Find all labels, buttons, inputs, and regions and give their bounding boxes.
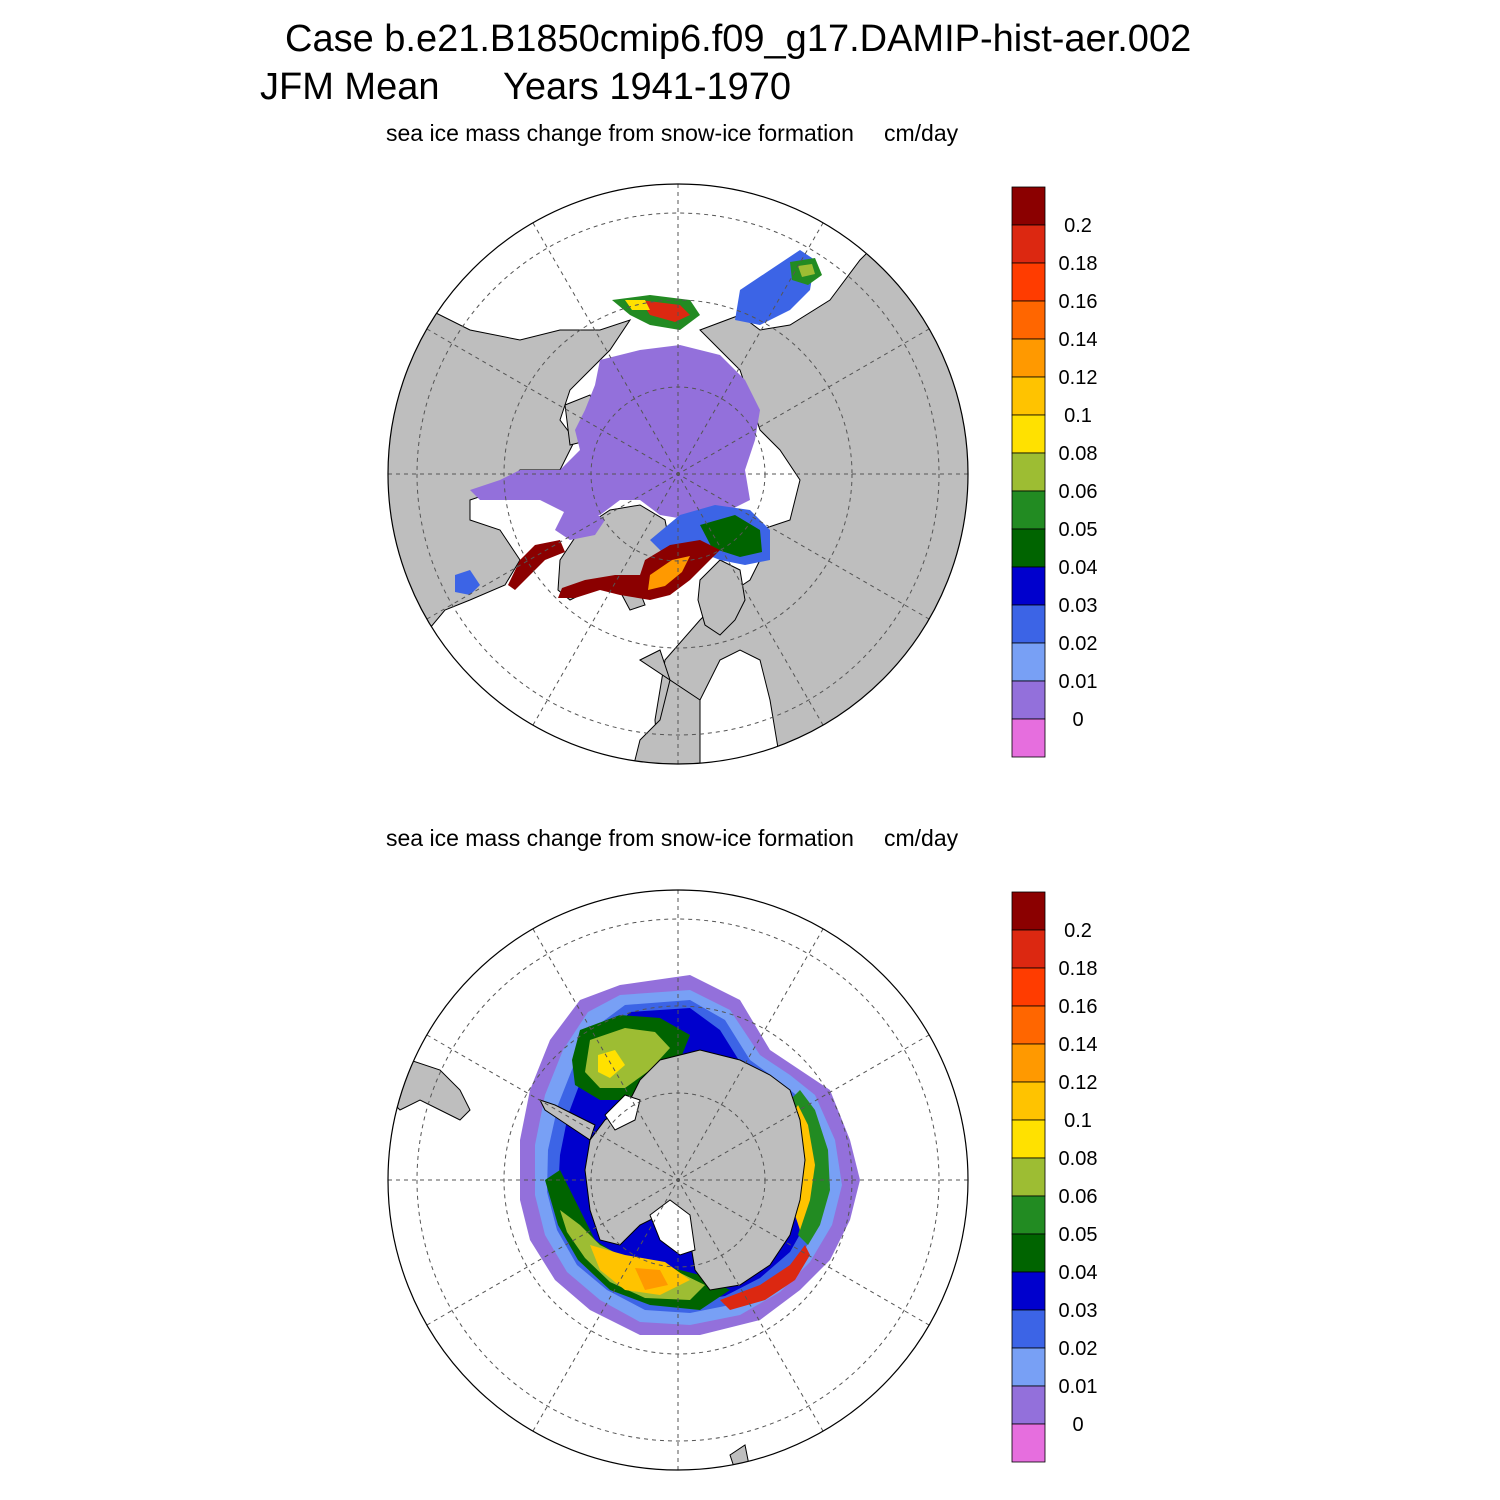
north-colorbar-label-4: 0.12: [1059, 367, 1098, 389]
north-colorbar-box-11: [1011, 604, 1046, 644]
north-colorbar-label-2: 0.16: [1059, 291, 1098, 313]
figure-title-years: Years 1941-1970: [503, 66, 792, 108]
north-colorbar-box-0: [1011, 186, 1046, 226]
south-colorbar-box-6: [1011, 1119, 1046, 1159]
north-colorbar-box-5: [1011, 376, 1046, 416]
south-colorbar-box-11: [1011, 1309, 1046, 1349]
north-colorbar-box-3: [1011, 300, 1046, 340]
south-colorbar-label-0: 0.2: [1064, 920, 1092, 942]
north-graticule: [388, 184, 968, 764]
north-colorbar-box-14: [1011, 718, 1046, 758]
north-ice-baffin-purple: [555, 510, 605, 540]
north-colorbar-box-13: [1011, 680, 1046, 720]
north-land-europe-south: [629, 649, 701, 764]
south-colorbar-box-5: [1011, 1081, 1046, 1121]
north-colorbar-box-4: [1011, 338, 1046, 378]
north-colorbar-label-7: 0.06: [1059, 481, 1098, 503]
south-colorbar-label-12: 0.01: [1059, 1376, 1098, 1398]
south-colorbar-label-2: 0.16: [1059, 996, 1098, 1018]
south-ice-east-coast-green: [790, 1090, 830, 1245]
south-colorbar-label-9: 0.04: [1059, 1262, 1098, 1284]
north-colorbar-label-13: 0: [1072, 709, 1083, 731]
north-colorbar-box-10: [1011, 566, 1046, 606]
south-colorbar-label-5: 0.1: [1064, 1110, 1092, 1132]
south-colorbar-label-8: 0.05: [1059, 1224, 1098, 1246]
south-ice-weddell-yellow: [598, 1050, 625, 1078]
south-colorbar-box-7: [1011, 1157, 1046, 1197]
figure-title-case: Case b.e21.B1850cmip6.f09_g17.DAMIP-hist…: [285, 18, 1192, 60]
north-polar-map: [387, 183, 969, 765]
south-ice-ross-orange: [635, 1268, 668, 1290]
figure-title-period: JFM Mean: [260, 66, 440, 108]
south-panel-title: sea ice mass change from snow-ice format…: [386, 825, 854, 851]
north-ice-greenland-sea: [558, 540, 720, 600]
north-colorbar-label-0: 0.2: [1064, 215, 1092, 237]
south-colorbar-box-10: [1011, 1271, 1046, 1311]
south-colorbar-label-11: 0.02: [1059, 1338, 1098, 1360]
south-colorbar-box-14: [1011, 1423, 1046, 1463]
north-colorbar-box-7: [1011, 452, 1046, 492]
north-colorbar-box-6: [1011, 414, 1046, 454]
north-colorbar-label-3: 0.14: [1059, 329, 1098, 351]
north-land-scandinavia: [697, 559, 746, 636]
south-colorbar-label-10: 0.03: [1059, 1300, 1098, 1322]
south-land-antarctica: [584, 1049, 806, 1291]
south-colorbar-box-13: [1011, 1385, 1046, 1425]
north-colorbar-label-5: 0.1: [1064, 405, 1092, 427]
south-colorbar-box-9: [1011, 1233, 1046, 1273]
south-colorbar-label-3: 0.14: [1059, 1034, 1098, 1056]
north-colorbar-label-10: 0.03: [1059, 595, 1098, 617]
north-panel-title: sea ice mass change from snow-ice format…: [386, 120, 854, 146]
north-colorbar: 0.2 0.18 0.16 0.14 0.12 0.1 0.08 0.06 0.05 0.04 0.…: [1011, 186, 1098, 758]
north-colorbar-label-1: 0.18: [1059, 253, 1098, 275]
north-ice-labrador: [508, 540, 565, 590]
north-colorbar-box-1: [1011, 224, 1046, 264]
north-colorbar-label-11: 0.02: [1059, 633, 1098, 655]
north-colorbar-label-9: 0.04: [1059, 557, 1098, 579]
north-ice-greenland-sea-orange: [648, 556, 690, 590]
north-ice-central-arctic: [470, 345, 760, 520]
north-ice-bering-yellow: [798, 264, 815, 277]
north-colorbar-label-12: 0.01: [1059, 671, 1098, 693]
south-ice-shelf-ross: [649, 1199, 696, 1256]
north-colorbar-box-9: [1011, 528, 1046, 568]
south-colorbar-label-13: 0: [1072, 1414, 1083, 1436]
south-colorbar-box-8: [1011, 1195, 1046, 1235]
south-ice-east-coast-red: [720, 1245, 810, 1310]
south-colorbar-box-3: [1011, 1005, 1046, 1045]
north-colorbar-box-8: [1011, 490, 1046, 530]
south-colorbar: 0.2 0.18 0.16 0.14 0.12 0.1 0.08 0.06 0.05 0.04 0.…: [1011, 891, 1098, 1463]
north-colorbar-label-8: 0.05: [1059, 519, 1098, 541]
south-colorbar-label-4: 0.12: [1059, 1072, 1098, 1094]
south-colorbar-box-4: [1011, 1043, 1046, 1083]
south-polar-map: [387, 889, 969, 1471]
south-colorbar-label-6: 0.08: [1059, 1148, 1098, 1170]
south-colorbar-box-0: [1011, 891, 1046, 931]
south-graticule: [388, 890, 968, 1470]
south-colorbar-box-2: [1011, 967, 1046, 1007]
north-colorbar-box-12: [1011, 642, 1046, 682]
north-panel-units: cm/day: [884, 120, 959, 146]
north-ice-barents-green: [700, 515, 762, 557]
north-ice-hudson: [455, 570, 480, 595]
north-map-border: [387, 183, 969, 765]
south-panel-units: cm/day: [884, 825, 959, 851]
south-map-border: [387, 889, 969, 1471]
south-colorbar-box-12: [1011, 1347, 1046, 1387]
south-colorbar-box-1: [1011, 929, 1046, 969]
south-colorbar-label-1: 0.18: [1059, 958, 1098, 980]
south-colorbar-label-7: 0.06: [1059, 1186, 1098, 1208]
north-colorbar-box-2: [1011, 262, 1046, 302]
north-colorbar-label-6: 0.08: [1059, 443, 1098, 465]
